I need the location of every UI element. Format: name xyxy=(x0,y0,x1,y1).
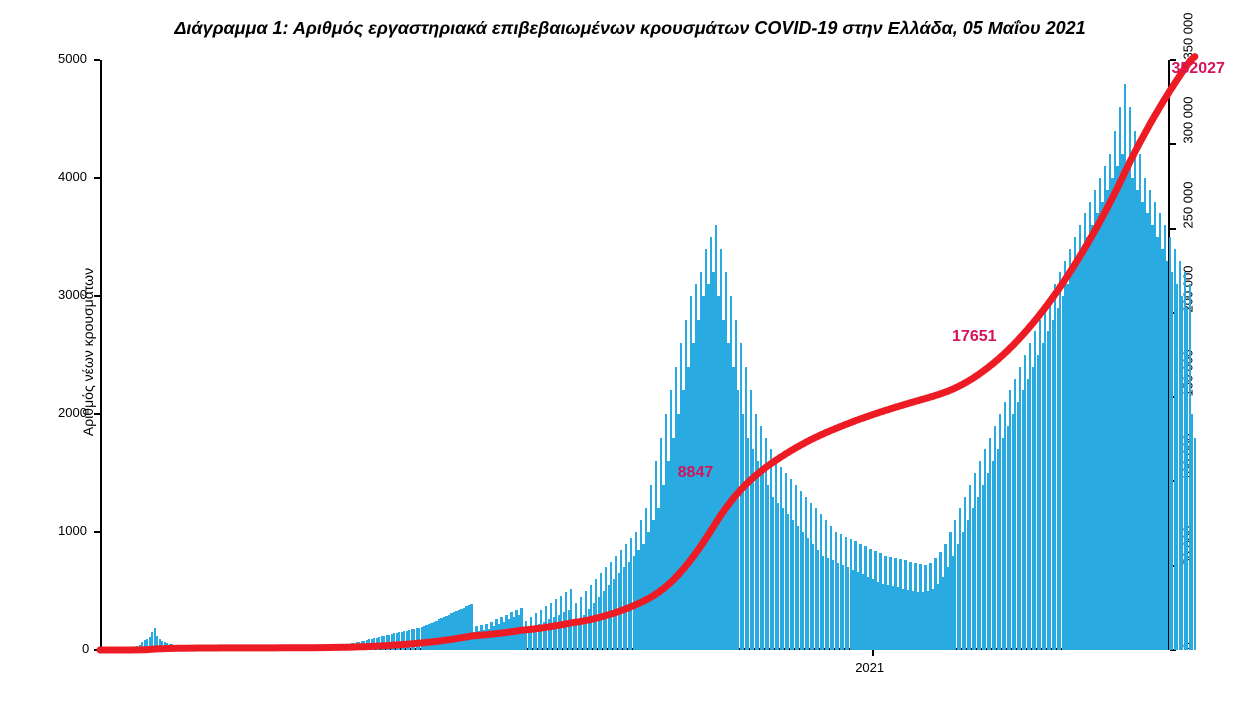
covid-cases-chart: Διάγραμμα 1: Αριθμός εργαστηριακά επιβεβ… xyxy=(0,0,1260,704)
x-tick-label: 2021 xyxy=(855,660,884,675)
chart-title: Διάγραμμα 1: Αριθμός εργαστηριακά επιβεβ… xyxy=(0,18,1260,39)
cumulative-annotation: 8847 xyxy=(678,464,714,482)
cumulative-line xyxy=(100,57,1195,650)
plot-area: 010002000300040005000050 000100 000150 0… xyxy=(100,60,1170,650)
y-right-tick xyxy=(1170,228,1176,230)
y-right-tick-label: 350 000 xyxy=(1181,13,1196,60)
y-left-tick-label: 2000 xyxy=(58,405,87,420)
cumulative-annotation: 352027 xyxy=(1172,60,1225,78)
cumulative-line-svg xyxy=(100,60,1170,650)
y-left-tick-label: 4000 xyxy=(58,169,87,184)
y-right-tick-label: 250 000 xyxy=(1181,181,1196,228)
y-left-tick-label: 1000 xyxy=(58,523,87,538)
cumulative-annotation: 17651 xyxy=(952,328,997,346)
y-left-tick-label: 5000 xyxy=(58,51,87,66)
y-left-tick-label: 0 xyxy=(82,641,89,656)
x-tick xyxy=(872,650,874,656)
y-right-tick xyxy=(1170,143,1176,145)
daily-bar xyxy=(1194,438,1196,650)
y-right-tick-label: 300 000 xyxy=(1181,97,1196,144)
y-left-tick-label: 3000 xyxy=(58,287,87,302)
